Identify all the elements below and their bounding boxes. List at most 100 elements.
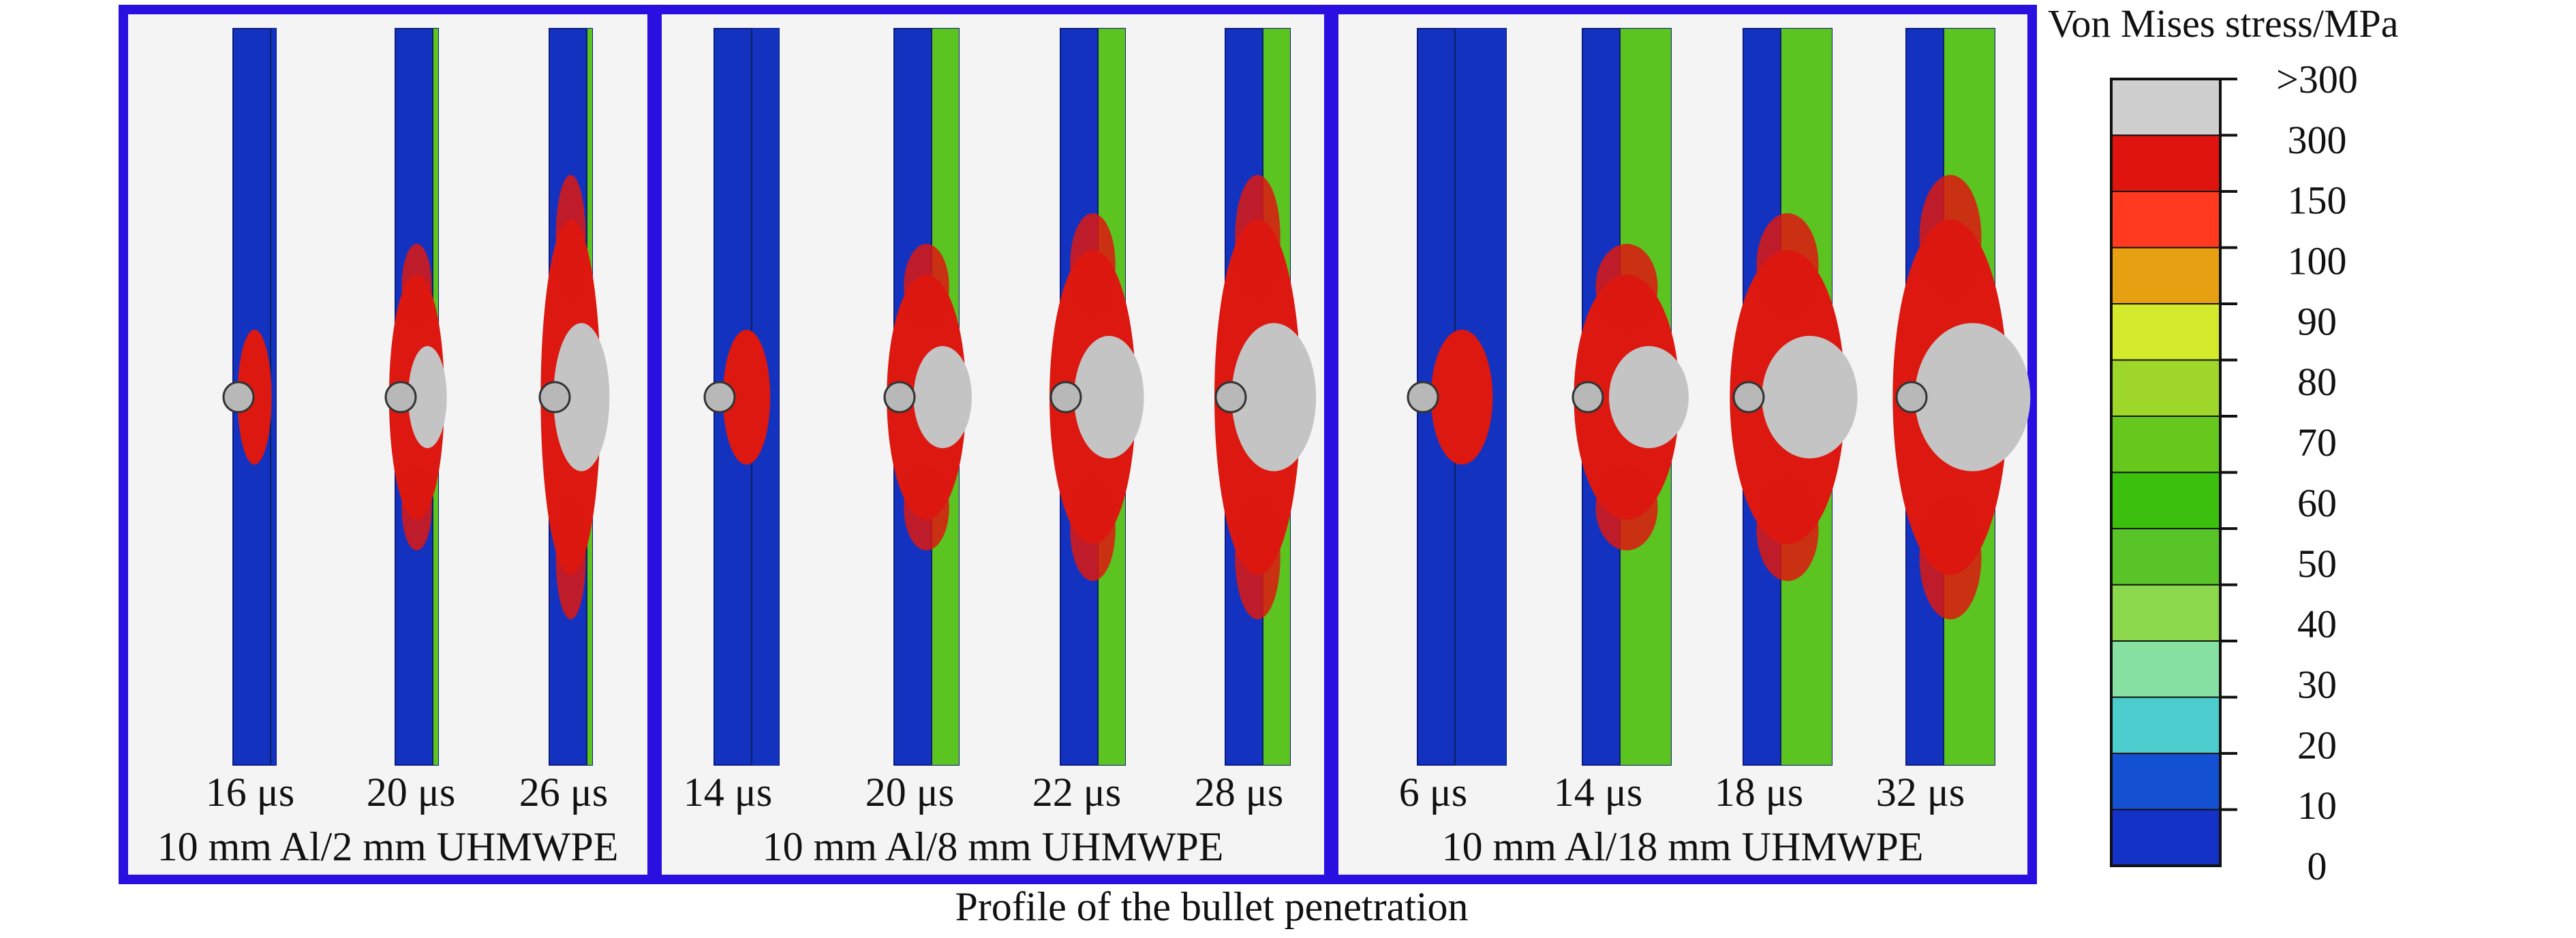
stress-band	[1756, 213, 1819, 317]
legend-label: 60	[2297, 481, 2337, 525]
legend-band	[2111, 191, 2221, 249]
time-label: 20 μs	[367, 770, 456, 815]
stress-frame	[883, 28, 972, 766]
stress-frame	[222, 28, 277, 766]
bullet	[222, 381, 255, 413]
stress-frame	[538, 28, 610, 766]
penetration-zone	[1073, 336, 1144, 458]
legend-band	[2111, 753, 2221, 811]
stress-frame	[1571, 28, 1689, 766]
time-label: 26 μs	[519, 770, 609, 815]
penetration-zone	[408, 346, 447, 448]
time-label: 28 μs	[1195, 770, 1284, 815]
time-label: 6 μs	[1399, 770, 1468, 815]
legend-label: >300	[2276, 57, 2358, 101]
bullet	[384, 381, 417, 413]
stress-band	[904, 465, 949, 550]
legend-label: 70	[2297, 420, 2337, 465]
penetration-zone	[913, 346, 972, 448]
stress-frame	[1214, 28, 1317, 766]
stress-band	[1919, 495, 1982, 620]
high-stress-zone	[722, 330, 771, 465]
stress-band	[555, 495, 586, 620]
panel-frames	[1407, 28, 2031, 766]
stress-band	[1235, 495, 1281, 620]
legend-band	[2111, 696, 2221, 755]
legend-band	[2111, 528, 2221, 586]
panel-8mm: 14 μs 20 μs 22 μs 28 μs 10 mm Al/8 mm UH…	[652, 5, 1334, 884]
bullet	[703, 381, 736, 413]
time-label: 22 μs	[1032, 770, 1122, 815]
legend-band	[2111, 78, 2221, 136]
legend-scale	[2111, 78, 2237, 867]
panel-label: 10 mm Al/8 mm UHMWPE	[763, 824, 1224, 869]
penetration-zone	[1762, 336, 1858, 458]
stress-frame	[1730, 28, 1858, 766]
penetration-zone	[553, 323, 610, 471]
penetration-zone	[1914, 323, 2031, 471]
legend-band	[2111, 416, 2221, 473]
legend-label: 100	[2288, 239, 2347, 283]
time-label: 14 μs	[684, 770, 773, 815]
panel-frames	[703, 28, 1317, 766]
stress-frame	[1049, 28, 1144, 766]
legend-label: 20	[2297, 723, 2337, 767]
legend-band	[2111, 640, 2221, 698]
panel-label: 10 mm Al/18 mm UHMWPE	[1442, 824, 1924, 869]
legend-label: 50	[2297, 542, 2337, 586]
bullet	[1895, 381, 1928, 413]
panel-label: 10 mm Al/2 mm UHMWPE	[157, 824, 619, 869]
bullet	[1214, 381, 1247, 413]
bullet	[1049, 381, 1082, 413]
stress-band	[401, 465, 432, 550]
legend-label: 0	[2307, 844, 2327, 888]
legend-band	[2111, 247, 2221, 305]
legend-outline	[2110, 78, 2222, 867]
stress-band	[1756, 478, 1819, 582]
penetration-zone	[1609, 346, 1689, 448]
bullet	[1732, 381, 1765, 413]
stress-band	[1070, 213, 1116, 317]
stress-band	[1235, 174, 1281, 300]
time-label: 20 μs	[865, 770, 955, 815]
panel-18mm: 6 μs 14 μs 18 μs 32 μs 10 mm Al/18 mm UH…	[1329, 5, 2037, 884]
bullet	[538, 381, 571, 413]
penetration-zone	[1231, 323, 1317, 471]
stress-band	[1070, 478, 1116, 582]
legend-band	[2111, 809, 2221, 867]
stress-band	[555, 174, 586, 300]
legend-label: 300	[2288, 118, 2347, 162]
stress-band	[401, 244, 432, 330]
stress-band	[1595, 244, 1658, 330]
stress-frame	[1892, 28, 2031, 766]
stress-band	[1595, 465, 1658, 550]
uhmwpe-layer	[271, 29, 276, 765]
panel-2mm: 16 μs 20 μs 26 μs 10 mm Al/2 mm UHMWPE	[119, 5, 657, 884]
legend-title: Von Mises stress/MPa	[2048, 1, 2399, 46]
panel-frames	[222, 28, 610, 766]
legend-band	[2111, 303, 2221, 361]
stress-band	[1919, 174, 1982, 300]
legend-band	[2111, 471, 2221, 530]
high-stress-zone	[1430, 330, 1493, 465]
stress-frame	[1407, 28, 1507, 766]
legend-label: 40	[2297, 602, 2337, 646]
legend-label: 90	[2297, 299, 2337, 343]
legend-label: 80	[2297, 360, 2337, 404]
legend-label: 10	[2297, 783, 2337, 828]
time-label: 14 μs	[1554, 770, 1643, 815]
bullet	[1571, 381, 1604, 413]
time-label: 32 μs	[1876, 770, 1965, 815]
legend-band	[2111, 584, 2221, 642]
stress-frame	[703, 28, 780, 766]
legend-label: 150	[2288, 178, 2347, 223]
legend-band	[2111, 359, 2221, 418]
time-label: 18 μs	[1715, 770, 1804, 815]
bullet	[883, 381, 916, 413]
time-label: 16 μs	[206, 770, 295, 815]
stress-legend: Von Mises stress/MPa >300300150100908070…	[2048, 1, 2399, 888]
stress-band	[904, 244, 949, 330]
legend-band	[2111, 134, 2221, 193]
